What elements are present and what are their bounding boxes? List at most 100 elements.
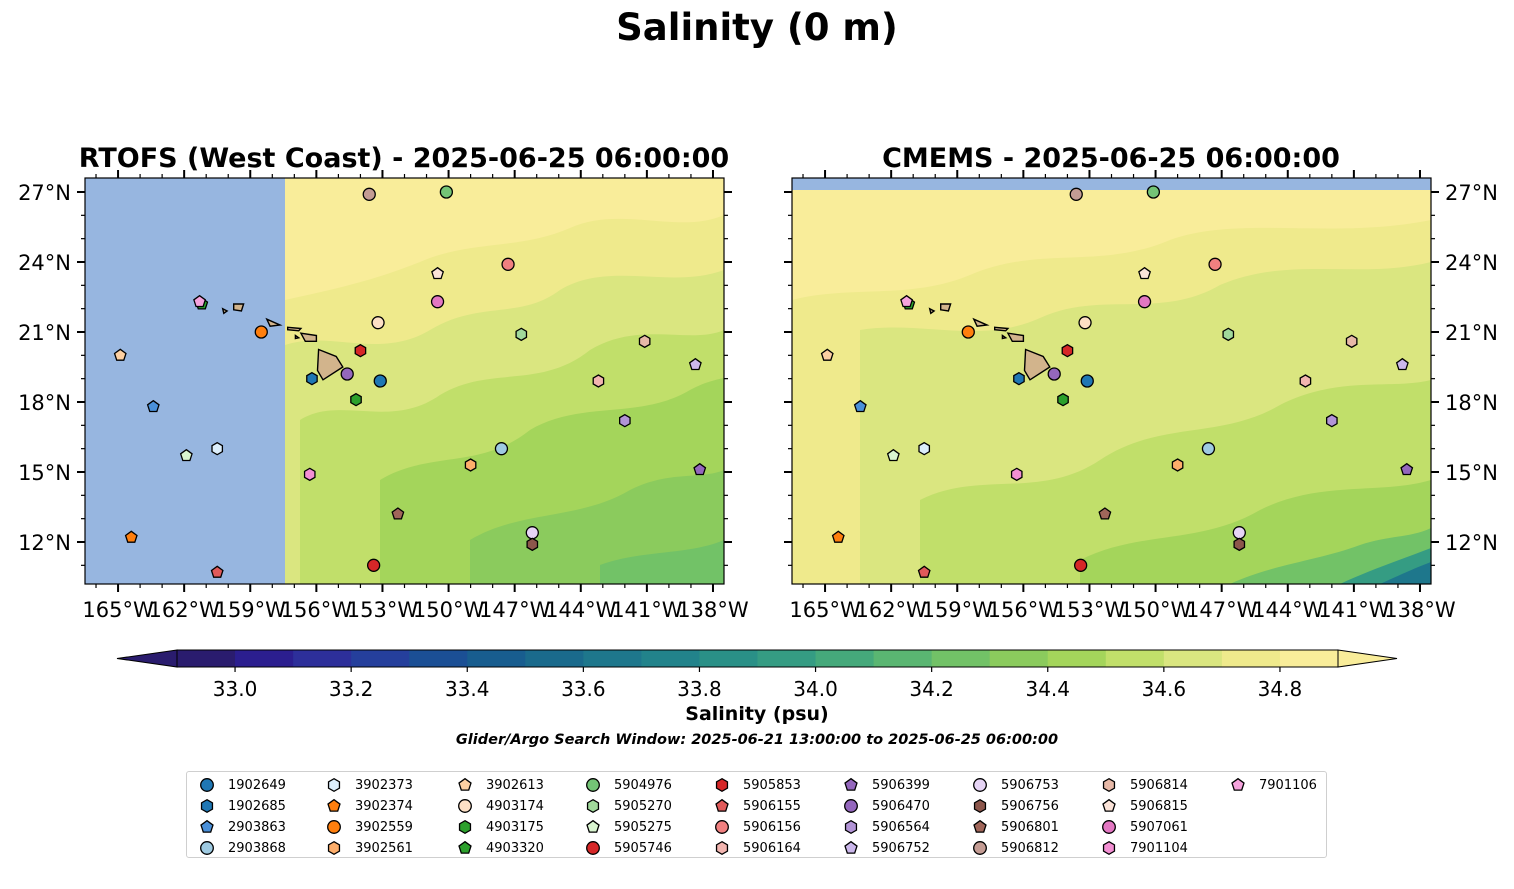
legend-item: 3902613 bbox=[457, 776, 544, 794]
axis-ticks-rtofs: 165°W162°W159°W156°W153°W150°W147°W144°W… bbox=[18, 170, 749, 622]
lon-tick-label: 144°W bbox=[545, 598, 617, 622]
lon-tick-label: 150°W bbox=[1120, 598, 1192, 622]
observation-marker bbox=[439, 185, 454, 199]
legend-item: 7901106 bbox=[1230, 776, 1317, 794]
colorbar: 33.0 33.2 33.4 33.6 33.8 34.0 34.2 34.4 34.6 34.8 bbox=[116, 649, 1398, 700]
lon-tick-label: 165°W bbox=[789, 598, 861, 622]
colorbar-extend-high bbox=[1337, 649, 1398, 668]
hexagon-marker-icon bbox=[458, 819, 472, 835]
colorbar-tick-label: 33.6 bbox=[561, 677, 606, 700]
legend-item: 5907061 bbox=[1101, 818, 1188, 836]
colorbar-tick-label: 34.8 bbox=[1258, 677, 1303, 700]
legend-item: 2903868 bbox=[199, 839, 286, 857]
legend-marker bbox=[327, 777, 341, 793]
legend-label: 3902374 bbox=[355, 798, 413, 814]
lon-tick-label: 165°W bbox=[82, 598, 154, 622]
legend-marker bbox=[200, 819, 214, 833]
pentagon-marker-icon bbox=[458, 777, 472, 791]
legend-item: 3902373 bbox=[326, 776, 413, 794]
lat-tick-label: 21°N bbox=[1445, 321, 1498, 345]
colorbar-swatch bbox=[1105, 650, 1165, 667]
lat-tick-label: 27°N bbox=[18, 181, 71, 205]
legend-item: 7901104 bbox=[1101, 839, 1188, 857]
legend-marker bbox=[200, 841, 214, 855]
legend-marker bbox=[1231, 777, 1245, 791]
lat-tick-label: 15°N bbox=[1445, 461, 1498, 485]
pentagon-marker-icon bbox=[1231, 777, 1245, 791]
legend-marker bbox=[586, 819, 600, 833]
pentagon-marker-icon bbox=[327, 798, 341, 812]
lon-tick-label: 159°W bbox=[215, 598, 287, 622]
circle-marker-icon bbox=[973, 778, 987, 792]
colorbar-tick-label: 33.8 bbox=[677, 677, 722, 700]
legend-label: 1902649 bbox=[228, 777, 286, 793]
observation-marker bbox=[1074, 558, 1088, 572]
legend-marker bbox=[1102, 798, 1116, 812]
lat-tick-label: 24°N bbox=[1445, 251, 1498, 275]
legend-item: 5906156 bbox=[714, 818, 801, 836]
colorbar-swatch bbox=[931, 650, 991, 667]
legend-item: 5905275 bbox=[585, 818, 672, 836]
legend-item: 5905270 bbox=[585, 797, 672, 815]
observation-marker bbox=[124, 530, 138, 543]
pentagon-marker-icon bbox=[844, 777, 858, 791]
circle-marker-icon bbox=[458, 799, 472, 813]
hexagon-marker-icon bbox=[327, 777, 341, 793]
legend-item: 5904976 bbox=[585, 776, 672, 794]
legend-marker bbox=[973, 798, 987, 814]
observation-marker bbox=[373, 374, 387, 388]
circle-marker-icon bbox=[844, 799, 858, 813]
legend-label: 5905853 bbox=[743, 777, 801, 793]
hexagon-marker-icon bbox=[844, 819, 858, 835]
observation-marker bbox=[961, 325, 975, 339]
island-shape bbox=[972, 317, 990, 327]
island-shape bbox=[316, 348, 344, 381]
observation-marker bbox=[1138, 266, 1152, 280]
observation-marker bbox=[831, 530, 845, 543]
colorbar-swatch bbox=[873, 650, 933, 667]
circle-marker-icon bbox=[586, 841, 600, 855]
island-shape bbox=[1006, 332, 1025, 342]
observation-marker bbox=[638, 334, 651, 349]
legend-marker bbox=[327, 840, 341, 856]
colorbar-tick-label: 34.0 bbox=[793, 677, 838, 700]
colorbar-swatch bbox=[1279, 650, 1339, 667]
hexagon-marker-icon bbox=[586, 798, 600, 814]
legend-label: 2903868 bbox=[228, 840, 286, 856]
circle-marker-icon bbox=[586, 778, 600, 792]
lon-tick-label: 144°W bbox=[1252, 598, 1324, 622]
legend-marker bbox=[973, 778, 987, 792]
legend-label: 4903175 bbox=[486, 819, 544, 835]
legend-marker bbox=[458, 819, 472, 835]
observation-marker bbox=[193, 294, 207, 308]
legend-item: 5906756 bbox=[972, 797, 1059, 815]
observation-markers-rtofs bbox=[113, 185, 707, 578]
observation-marker bbox=[1208, 257, 1222, 271]
observation-marker bbox=[592, 374, 605, 388]
island-shape bbox=[294, 334, 301, 340]
observation-marker bbox=[900, 294, 914, 308]
lon-tick-label: 147°W bbox=[1186, 598, 1258, 622]
colorbar-swatch bbox=[235, 650, 294, 667]
map-title-rtofs: RTOFS (West Coast) - 2025-06-25 06:00:00 bbox=[79, 143, 729, 174]
observation-markers-cmems bbox=[820, 185, 1414, 578]
lon-tick-label: 141°W bbox=[1318, 598, 1390, 622]
observation-marker bbox=[1345, 334, 1358, 349]
legend-label: 5906753 bbox=[1001, 777, 1059, 793]
lat-tick-label: 27°N bbox=[1445, 181, 1498, 205]
legend-label: 5906564 bbox=[872, 819, 930, 835]
colorbar-tick-label: 34.4 bbox=[1025, 677, 1070, 700]
circle-marker-icon bbox=[973, 841, 987, 855]
circle-marker-icon bbox=[200, 841, 214, 855]
colorbar-swatch bbox=[815, 650, 875, 667]
legend-item: 5906753 bbox=[972, 776, 1059, 794]
legend-label: 3902561 bbox=[355, 840, 413, 856]
observation-marker bbox=[431, 266, 445, 280]
legend-item: 5906155 bbox=[714, 797, 801, 815]
legend-marker bbox=[586, 798, 600, 814]
legend-label: 5906164 bbox=[743, 840, 801, 856]
legend-label: 5906812 bbox=[1001, 840, 1059, 856]
observation-marker bbox=[146, 399, 160, 413]
legend-marker bbox=[715, 820, 729, 834]
pentagon-marker-icon bbox=[973, 819, 987, 833]
